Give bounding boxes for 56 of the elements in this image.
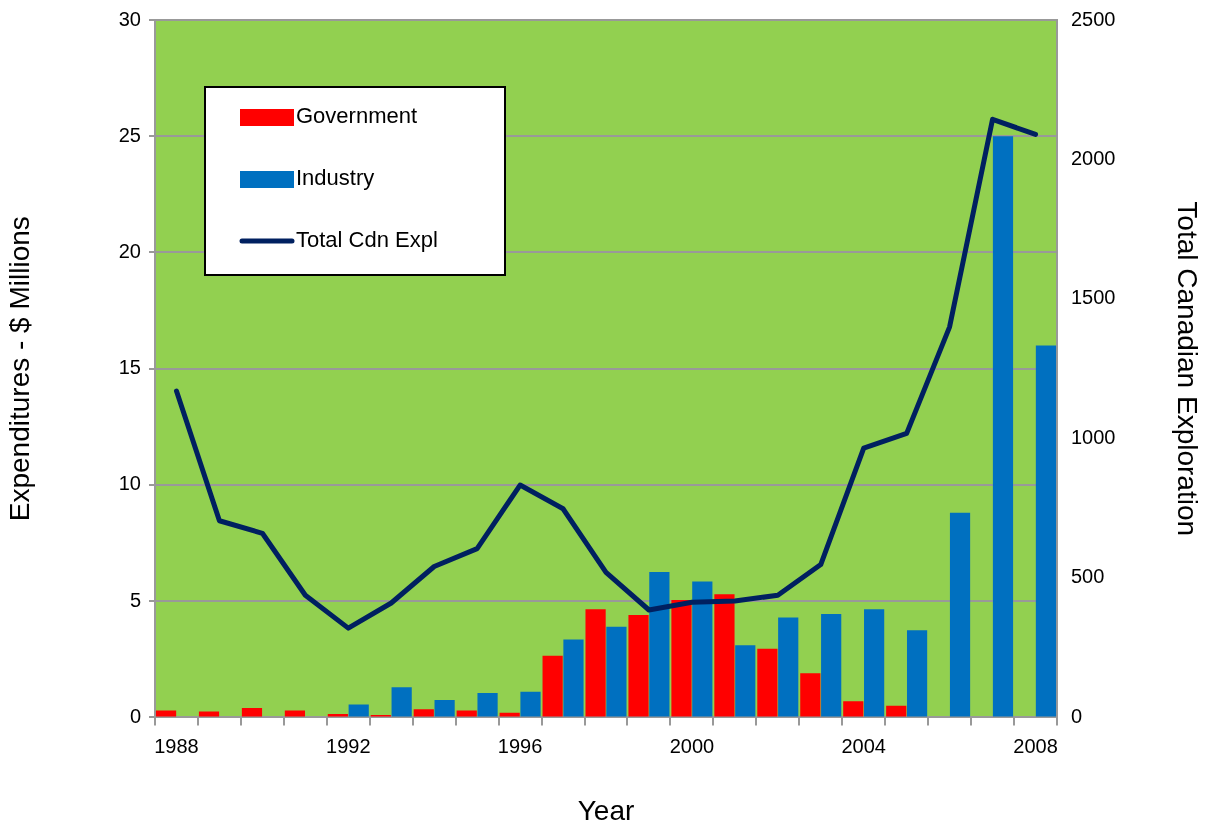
y2-tick-label: 0 [1071, 704, 1083, 727]
y2-tick-label: 500 [1071, 565, 1105, 588]
legend-label: Total Cdn Expl [296, 227, 438, 253]
bar [800, 673, 821, 717]
bar [949, 512, 971, 717]
y-tick-label: 10 [118, 472, 141, 495]
x-tick-label: 1996 [497, 734, 543, 757]
bar [456, 710, 477, 717]
bar [735, 645, 756, 717]
x-tick-label: 1988 [154, 734, 199, 757]
bar [906, 630, 928, 717]
bar [391, 687, 412, 717]
y-tick-label: 30 [118, 7, 141, 30]
bar [241, 708, 263, 717]
bar [628, 615, 649, 717]
bar [542, 655, 563, 717]
bar [434, 699, 455, 717]
x-axis-title: Year [577, 794, 635, 826]
bar [714, 594, 735, 717]
x-tick-label: 1992 [326, 734, 371, 757]
bar [757, 648, 778, 717]
bar [477, 692, 498, 717]
y2-tick-label: 1000 [1071, 425, 1116, 448]
y-tick-label: 0 [129, 704, 141, 727]
y2-axis-title: Total Canadian Exploration [1172, 201, 1204, 537]
y-tick-label: 5 [129, 588, 141, 611]
bar [155, 710, 177, 717]
bar [284, 710, 306, 717]
bar [821, 613, 842, 717]
bar [348, 704, 369, 717]
bar [671, 600, 692, 717]
bar [520, 691, 541, 717]
bar [1035, 345, 1057, 717]
bar [563, 639, 584, 717]
y2-tick-label: 2500 [1071, 7, 1116, 30]
y-tick-label: 25 [118, 123, 141, 146]
bar [864, 609, 885, 717]
bar [778, 617, 799, 717]
bar [886, 705, 907, 717]
x-tick-label: 2008 [1013, 734, 1058, 757]
y-tick-label: 15 [118, 356, 141, 379]
bar [649, 572, 670, 717]
x-tick-label: 2004 [841, 734, 886, 757]
bar [585, 609, 606, 717]
y2-tick-label: 1500 [1071, 286, 1116, 309]
y2-tick-label: 2000 [1071, 147, 1116, 169]
y-tick-label: 20 [118, 239, 141, 262]
y-axis-title: Expenditures - $ Millions [3, 216, 35, 522]
bar [843, 701, 864, 717]
bar [992, 136, 1014, 717]
bar [413, 709, 434, 717]
legend-label: Industry [296, 165, 375, 191]
bar [692, 581, 713, 717]
bar [606, 626, 627, 717]
x-tick-label: 2000 [669, 734, 715, 757]
legend-label: Government [296, 103, 418, 129]
